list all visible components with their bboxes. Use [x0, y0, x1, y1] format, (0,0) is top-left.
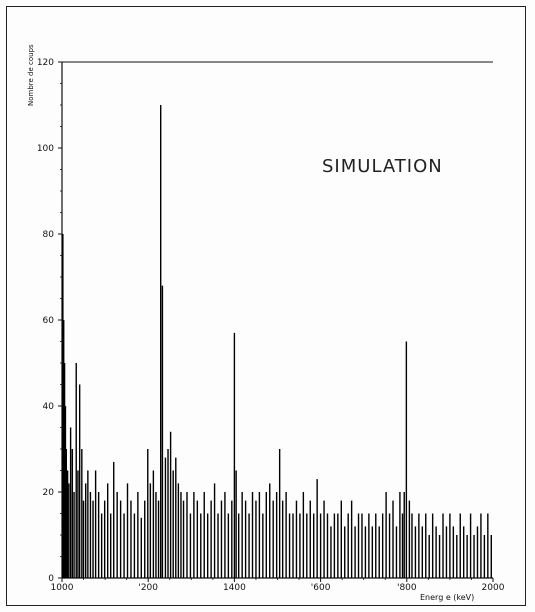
y-tick-label: 80	[43, 230, 55, 240]
y-tick-label: 40	[43, 402, 55, 412]
outer-frame	[6, 6, 526, 606]
x-tick-label: 1000	[51, 583, 74, 593]
axes-group	[61, 61, 493, 579]
y-tick-label: 60	[43, 316, 55, 326]
simulation-annotation: SIMULATION	[322, 156, 443, 177]
y-tick-label: 20	[43, 488, 55, 498]
x-tick-label: '200	[138, 583, 158, 593]
x-tick-label: '600	[311, 583, 331, 593]
bars-group	[62, 105, 492, 578]
x-tick-label: '800	[397, 583, 417, 593]
y-tick-label: 0	[48, 574, 54, 584]
ticks-group: 0 20 40 60 80 100 120 1000 '200 1400 '600 '800 2000	[37, 58, 505, 593]
y-axis-label: Nombre de coups	[27, 44, 35, 106]
x-tick-label: 2000	[482, 583, 505, 593]
y-tick-label: 100	[37, 144, 54, 154]
x-axis-label: Energ e (keV)	[420, 593, 474, 602]
x-tick-label: 1400	[223, 583, 246, 593]
y-tick-label: 120	[37, 58, 54, 68]
